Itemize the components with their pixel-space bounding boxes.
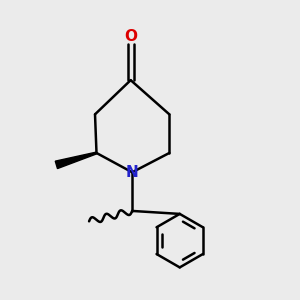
Text: O: O	[124, 29, 137, 44]
Polygon shape	[55, 152, 97, 169]
Text: N: N	[126, 165, 139, 180]
